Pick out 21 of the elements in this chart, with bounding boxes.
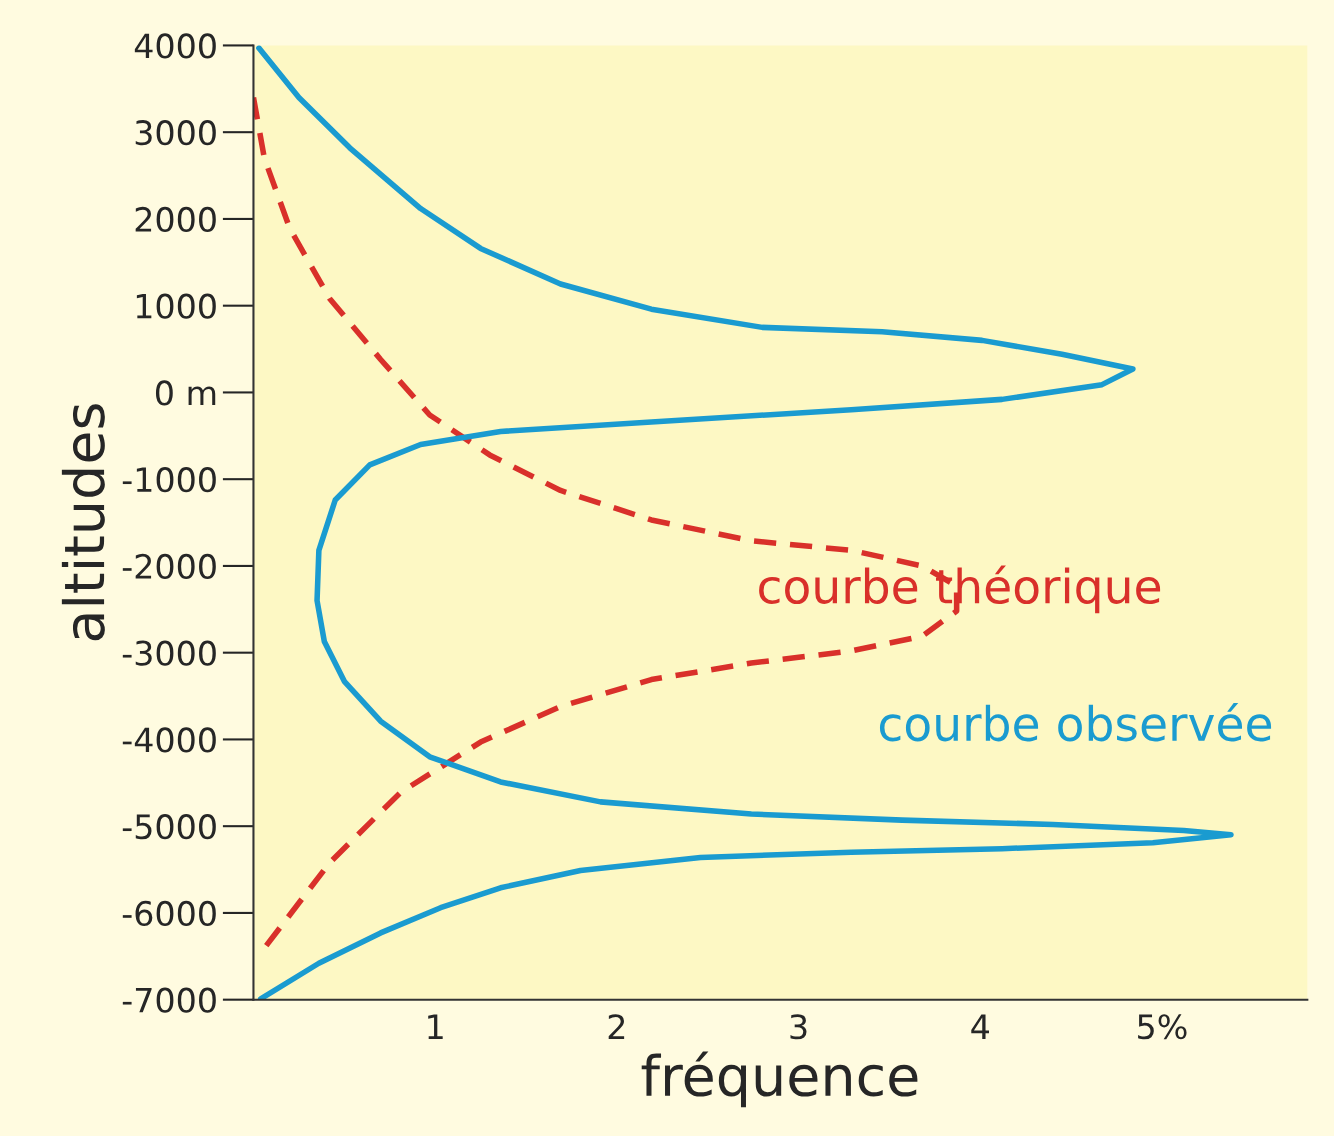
x-tick-label: 2 [608,1014,625,1039]
y-tick-label: 4000 [134,33,216,59]
x-axis-title: fréquence [641,1051,918,1108]
y-tick-label: -7000 [122,987,216,1013]
y-tick-label: -2000 [122,553,216,580]
y-tick-label: -4000 [122,727,216,753]
series-label: courbe théorique [759,565,1161,614]
x-tick-label: 3 [790,1014,807,1040]
y-tick-label: 0 m [155,380,216,406]
x-tick-label: 1 [428,1014,443,1039]
x-tick-label: 4 [971,1014,989,1039]
y-tick-label: 1000 [136,293,216,319]
y-tick-label: 3000 [135,120,216,146]
y-tick-label: -6000 [122,900,216,927]
y-tick-label: -3000 [122,640,216,666]
y-tick-label: -5000 [122,814,216,840]
series-label: courbe observée [879,702,1272,742]
y-axis-title: altitudes [61,404,105,641]
y-tick-label: 2000 [135,206,216,233]
x-tick-label: 5% [1138,1014,1187,1040]
y-tick-label: -1000 [122,467,216,493]
